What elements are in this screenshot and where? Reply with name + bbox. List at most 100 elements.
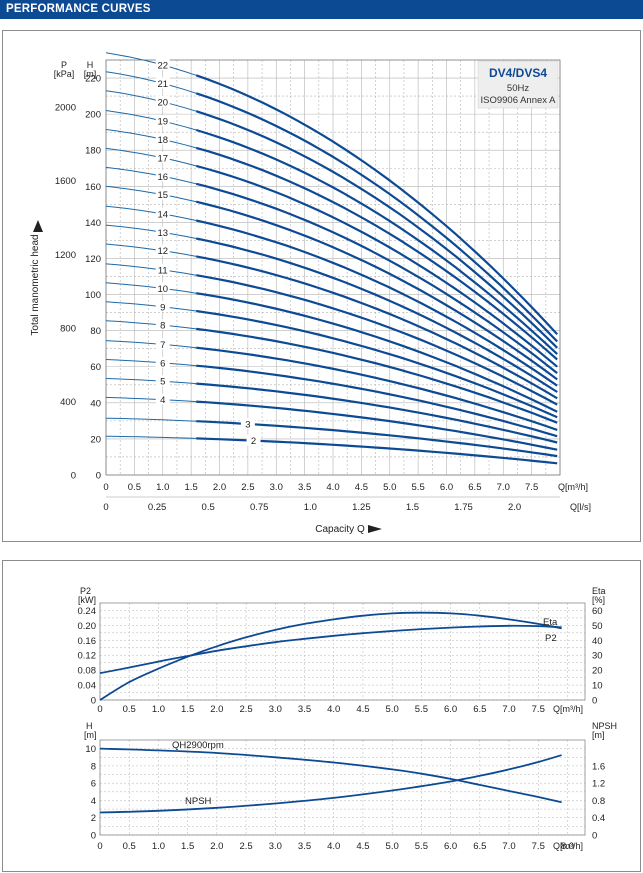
series-label-bg xyxy=(155,58,170,70)
head-curve-leadin xyxy=(105,320,197,330)
head-curve-leadin xyxy=(105,205,197,221)
plot-frame xyxy=(99,602,586,701)
y-tick-label-m: 100 xyxy=(85,290,101,301)
series-label-bg xyxy=(155,95,170,107)
series-label-bg xyxy=(155,300,170,312)
y-tick-label-eta: 40 xyxy=(592,636,603,647)
series-label-bg xyxy=(155,375,170,387)
y-tick-label-kpa: 1600 xyxy=(55,176,76,187)
y-tick-label-kpa: 0 xyxy=(71,471,76,482)
head-curve-leadin xyxy=(105,301,197,312)
x-unit-secondary: Q[l/s] xyxy=(570,502,591,512)
head-curve-leadin xyxy=(105,71,197,94)
y-tick-label-m: 200 xyxy=(85,110,101,121)
plot-frame xyxy=(105,59,561,476)
legend-box xyxy=(477,60,559,109)
series-label-bg xyxy=(240,417,255,429)
qh-label: QH2900rpm xyxy=(172,740,224,751)
x-tick-label-m3h: 1.5 xyxy=(185,482,198,493)
y-axis-arrow-icon xyxy=(33,220,43,232)
legend-frequency: 50Hz xyxy=(507,83,529,94)
qh-curve xyxy=(99,747,562,804)
series-label-bg xyxy=(155,188,170,200)
y-tick-label-h: 10 xyxy=(85,744,96,755)
x-tick-label-m3h: 0.5 xyxy=(128,482,141,493)
series-label: 11 xyxy=(158,265,168,276)
x-tick-label-m3h: 6.0 xyxy=(440,482,453,493)
series-label: 6 xyxy=(160,358,165,369)
x-tick-label-m3h: 7.0 xyxy=(497,482,510,493)
head-curve-leadin xyxy=(105,110,197,131)
series-label: 5 xyxy=(160,377,165,388)
x-tick-label-m3h: 5.0 xyxy=(383,482,396,493)
head-curve-leadin xyxy=(105,282,197,294)
series-label-bg xyxy=(155,77,170,89)
series-label-bg xyxy=(155,282,170,294)
x-unit: Q[m³/h] xyxy=(553,704,583,714)
x-tick-label-m3h: 2.0 xyxy=(213,482,226,493)
x-tick-label-m3h: 1.0 xyxy=(156,482,169,493)
head-curve-13 xyxy=(195,237,558,393)
series-label: 15 xyxy=(157,190,168,201)
y-tick-label-kw: 0 xyxy=(91,696,96,707)
x-tick-label-m3h: 3.5 xyxy=(298,482,311,493)
head-curve-3 xyxy=(196,420,558,458)
y-tick-label-m: 40 xyxy=(90,398,101,409)
x-tick-label: 2.0 xyxy=(210,841,223,852)
series-label: 8 xyxy=(160,321,165,332)
head-curve-16 xyxy=(195,182,558,374)
y-tick-label-kpa: 2000 xyxy=(55,103,76,114)
series-label-bg xyxy=(155,244,170,256)
x-tick-label-ls: 0.25 xyxy=(148,502,167,513)
y-tick-label-h: 0 xyxy=(91,831,96,842)
x-axis-title: Capacity Q xyxy=(315,524,365,535)
y-tick-label-m: 60 xyxy=(90,362,101,373)
x-tick-label-ls: 1.5 xyxy=(406,502,419,513)
y-tick-label-eta: 20 xyxy=(592,666,603,677)
y-tick-label-kpa: 1200 xyxy=(55,250,76,261)
head-curve-leadin xyxy=(105,378,197,385)
y-unit-npsh-label: [m] xyxy=(592,730,605,740)
head-curve-15 xyxy=(195,200,558,381)
y-unit-left-symbol: P xyxy=(61,60,67,70)
series-label: 21 xyxy=(157,79,168,90)
x-tick-label: 4.0 xyxy=(327,704,340,715)
y-unit-eta-label: [%] xyxy=(592,595,605,605)
y-tick-label-kw: 0.12 xyxy=(78,651,97,662)
y-tick-label-kw: 0.20 xyxy=(78,621,97,632)
x-tick-label: 4.5 xyxy=(356,841,369,852)
x-tick-label: 6.0 xyxy=(444,704,457,715)
series-label: 9 xyxy=(160,302,165,313)
head-curve-leadin xyxy=(105,340,197,349)
npsh-curve xyxy=(99,754,562,814)
head-curve-22 xyxy=(195,74,559,336)
y-tick-label-npsh: 0 xyxy=(592,831,597,842)
plot-frame xyxy=(99,739,586,836)
y-tick-label-h: 4 xyxy=(91,796,96,807)
x-tick-label: 2.5 xyxy=(239,704,252,715)
y-axis-title: Total manometric head xyxy=(30,234,41,335)
head-curve-leadin xyxy=(105,52,197,76)
x-unit-primary: Q[m³/h] xyxy=(558,482,588,492)
series-label: 17 xyxy=(157,153,168,164)
x-tick-label-ls: 1.0 xyxy=(304,502,317,513)
eta-curve xyxy=(99,611,562,701)
y-unit-eta-symbol: Eta xyxy=(592,586,606,596)
x-tick-label: 4.5 xyxy=(356,704,369,715)
y-tick-label-m: 140 xyxy=(85,218,101,229)
y-tick-label-kpa: 800 xyxy=(60,323,76,334)
x-tick-label-m3h: 4.5 xyxy=(355,482,368,493)
y-tick-label-eta: 50 xyxy=(592,621,603,632)
series-label: 7 xyxy=(160,340,165,351)
y-tick-label-h: 2 xyxy=(91,813,96,824)
x-tick-label: 7.0 xyxy=(502,704,515,715)
x-tick-label: 0 xyxy=(97,704,102,715)
legend-model: DV4/DVS4 xyxy=(489,66,547,80)
x-tick-label: 8.0 xyxy=(561,841,574,852)
head-curve-12 xyxy=(195,255,558,400)
head-curve-19 xyxy=(195,128,558,355)
x-axis-arrow-icon xyxy=(368,525,382,533)
y-tick-label-m: 0 xyxy=(96,471,101,482)
p2-curve xyxy=(99,624,562,674)
